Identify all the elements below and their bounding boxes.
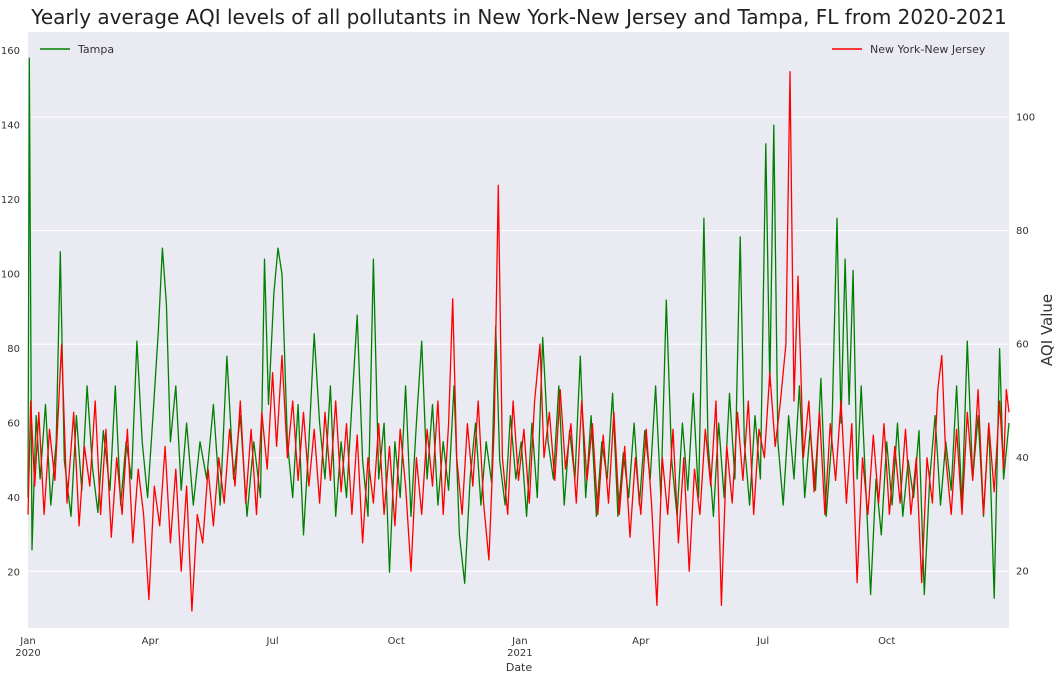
x-tick-year-0: 2020 [15,648,40,659]
x-tick-7: Oct [878,636,895,647]
legend-tampa: Tampa [40,43,114,56]
y-right-tick-60: 60 [1016,340,1029,351]
y-axis-right-label: AQI Value [1038,294,1056,366]
x-tick-6: Jul [756,636,769,647]
x-tick-1: Apr [142,636,160,647]
y-left-tick-120: 120 [1,195,20,206]
series-line-tampa [27,57,1010,599]
chart-title: Yearly average AQI levels of all polluta… [30,5,1006,29]
y-right-tick-20: 20 [1016,567,1029,578]
legend-new-york-new-jersey: New York-New Jersey [832,43,986,56]
y-right-tick-40: 40 [1016,453,1029,464]
y-left-tick-140: 140 [1,121,20,132]
y-right-tick-80: 80 [1016,226,1029,237]
y-left-tick-80: 80 [7,344,20,355]
x-tick-2: Jul [266,636,279,647]
x-tick-3: Oct [388,636,405,647]
y-left-tick-60: 60 [7,419,20,430]
series-layer [27,57,1010,612]
y-right-tick-100: 100 [1016,113,1035,124]
y-left-tick-100: 100 [1,270,20,281]
legend-label-tampa: Tampa [77,43,114,56]
series-line-new-york-new-jersey [27,71,1010,612]
legend-label-new-york-new-jersey: New York-New Jersey [870,43,986,56]
plot-area [28,32,1009,628]
y-axis-left: 20 40 60 80 100 120 140 160 [1,46,20,579]
x-tick-0: Jan [19,636,35,647]
grid-lines [28,116,1009,572]
x-axis-label: Date [506,661,533,674]
x-tick-5: Apr [632,636,650,647]
x-tick-year-4: 2021 [507,648,532,659]
x-tick-4: Jan [511,636,527,647]
y-left-tick-40: 40 [7,493,20,504]
y-axis-right: 20 40 60 80 100 [1016,113,1035,578]
y-left-tick-160: 160 [1,46,20,57]
y-left-tick-20: 20 [7,568,20,579]
